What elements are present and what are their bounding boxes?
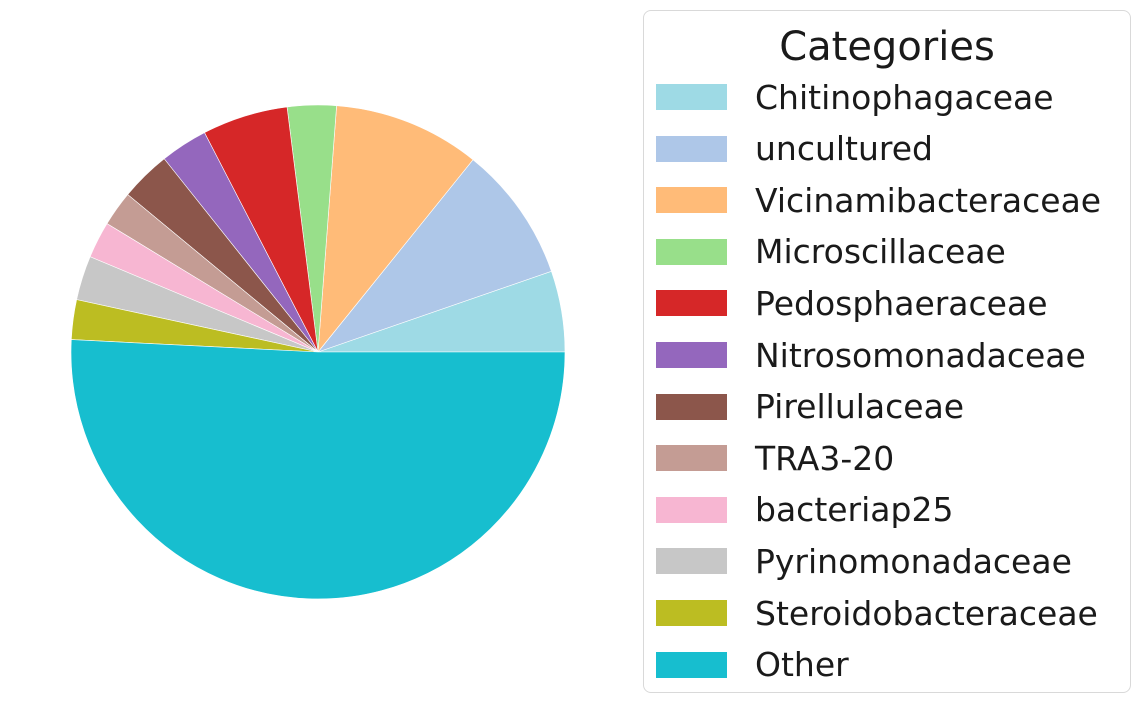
legend-item: TRA3-20 — [656, 438, 894, 478]
legend-swatch — [656, 600, 727, 626]
legend-label: Pyrinomonadaceae — [755, 541, 1072, 581]
legend-label: uncultured — [755, 129, 934, 169]
legend-item: Pedosphaeraceae — [656, 283, 1048, 323]
legend-swatch — [656, 651, 727, 678]
legend-swatch — [656, 135, 727, 162]
legend-label: Chitinophagaceae — [755, 77, 1054, 117]
legend-item: bacteriap25 — [656, 490, 953, 530]
pie-slice-other — [70, 339, 566, 600]
legend-item: Chitinophagaceae — [656, 77, 1054, 117]
pie-slice-vicinamibacteraceae — [317, 105, 474, 353]
legend-swatch — [656, 238, 727, 265]
legend-item: Nitrosomonadaceae — [656, 335, 1086, 375]
legend-label: Other — [755, 645, 849, 685]
legend-label: bacteriap25 — [755, 490, 954, 530]
legend-swatch — [656, 548, 727, 575]
legend-swatch — [656, 393, 727, 420]
legend-swatch — [656, 84, 727, 110]
legend-label: Steroidobacteraceae — [755, 593, 1098, 633]
legend-label: Nitrosomonadaceae — [755, 335, 1086, 375]
legend-item: Microscillaceae — [656, 232, 1006, 272]
legend-item: Other — [656, 645, 849, 685]
legend-item: uncultured — [656, 129, 933, 169]
pie-slice-uncultured — [317, 159, 552, 353]
legend-swatch — [656, 290, 727, 317]
legend: Categories Chitinophagaceae uncultured Vic… — [643, 10, 1131, 693]
pie-chart — [70, 104, 566, 600]
legend-item: Pyrinomonadaceae — [656, 541, 1072, 581]
legend-item: Pirellulaceae — [656, 387, 964, 427]
legend-swatch — [656, 187, 727, 214]
pie-chart-area — [70, 104, 566, 600]
legend-swatch — [656, 342, 727, 368]
legend-label: Pedosphaeraceae — [755, 283, 1048, 323]
legend-item: Vicinamibacteraceae — [656, 180, 1101, 220]
legend-swatch — [656, 496, 727, 523]
legend-swatch — [656, 445, 727, 472]
legend-label: TRA3-20 — [755, 438, 895, 478]
legend-label: Pirellulaceae — [755, 387, 965, 427]
legend-title: Categories — [779, 24, 995, 70]
legend-item: Steroidobacteraceae — [656, 593, 1098, 633]
legend-label: Microscillaceae — [755, 232, 1006, 272]
legend-label: Vicinamibacteraceae — [755, 180, 1102, 220]
